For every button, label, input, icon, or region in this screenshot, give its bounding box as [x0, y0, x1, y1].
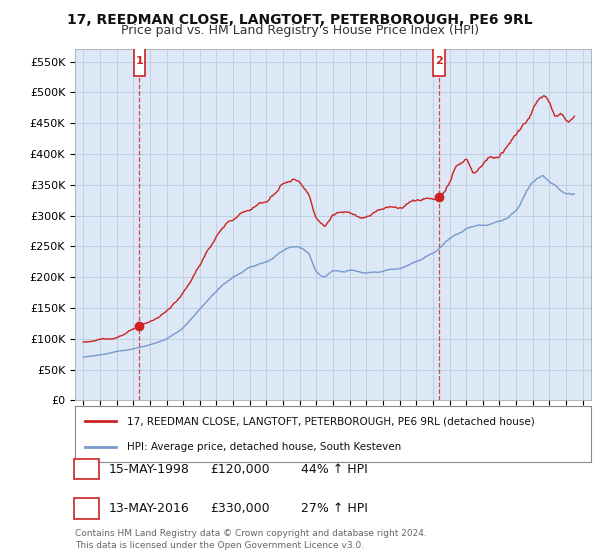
Text: 2: 2	[435, 56, 443, 66]
Text: 15-MAY-1998: 15-MAY-1998	[109, 463, 190, 476]
Text: 17, REEDMAN CLOSE, LANGTOFT, PETERBOROUGH, PE6 9RL: 17, REEDMAN CLOSE, LANGTOFT, PETERBOROUG…	[67, 13, 533, 27]
Text: 44% ↑ HPI: 44% ↑ HPI	[301, 463, 367, 476]
Text: Contains HM Land Registry data © Crown copyright and database right 2024.
This d: Contains HM Land Registry data © Crown c…	[75, 529, 427, 550]
Text: 17, REEDMAN CLOSE, LANGTOFT, PETERBOROUGH, PE6 9RL (detached house): 17, REEDMAN CLOSE, LANGTOFT, PETERBOROUG…	[127, 416, 535, 426]
Text: 1: 1	[82, 463, 91, 476]
Text: 1: 1	[136, 56, 143, 66]
Text: 13-MAY-2016: 13-MAY-2016	[109, 502, 190, 515]
Text: 2: 2	[82, 502, 91, 515]
FancyBboxPatch shape	[433, 46, 445, 76]
FancyBboxPatch shape	[134, 46, 145, 76]
Text: HPI: Average price, detached house, South Kesteven: HPI: Average price, detached house, Sout…	[127, 442, 401, 452]
Text: Price paid vs. HM Land Registry's House Price Index (HPI): Price paid vs. HM Land Registry's House …	[121, 24, 479, 37]
Text: 27% ↑ HPI: 27% ↑ HPI	[301, 502, 367, 515]
Text: £330,000: £330,000	[211, 502, 270, 515]
Text: £120,000: £120,000	[211, 463, 270, 476]
